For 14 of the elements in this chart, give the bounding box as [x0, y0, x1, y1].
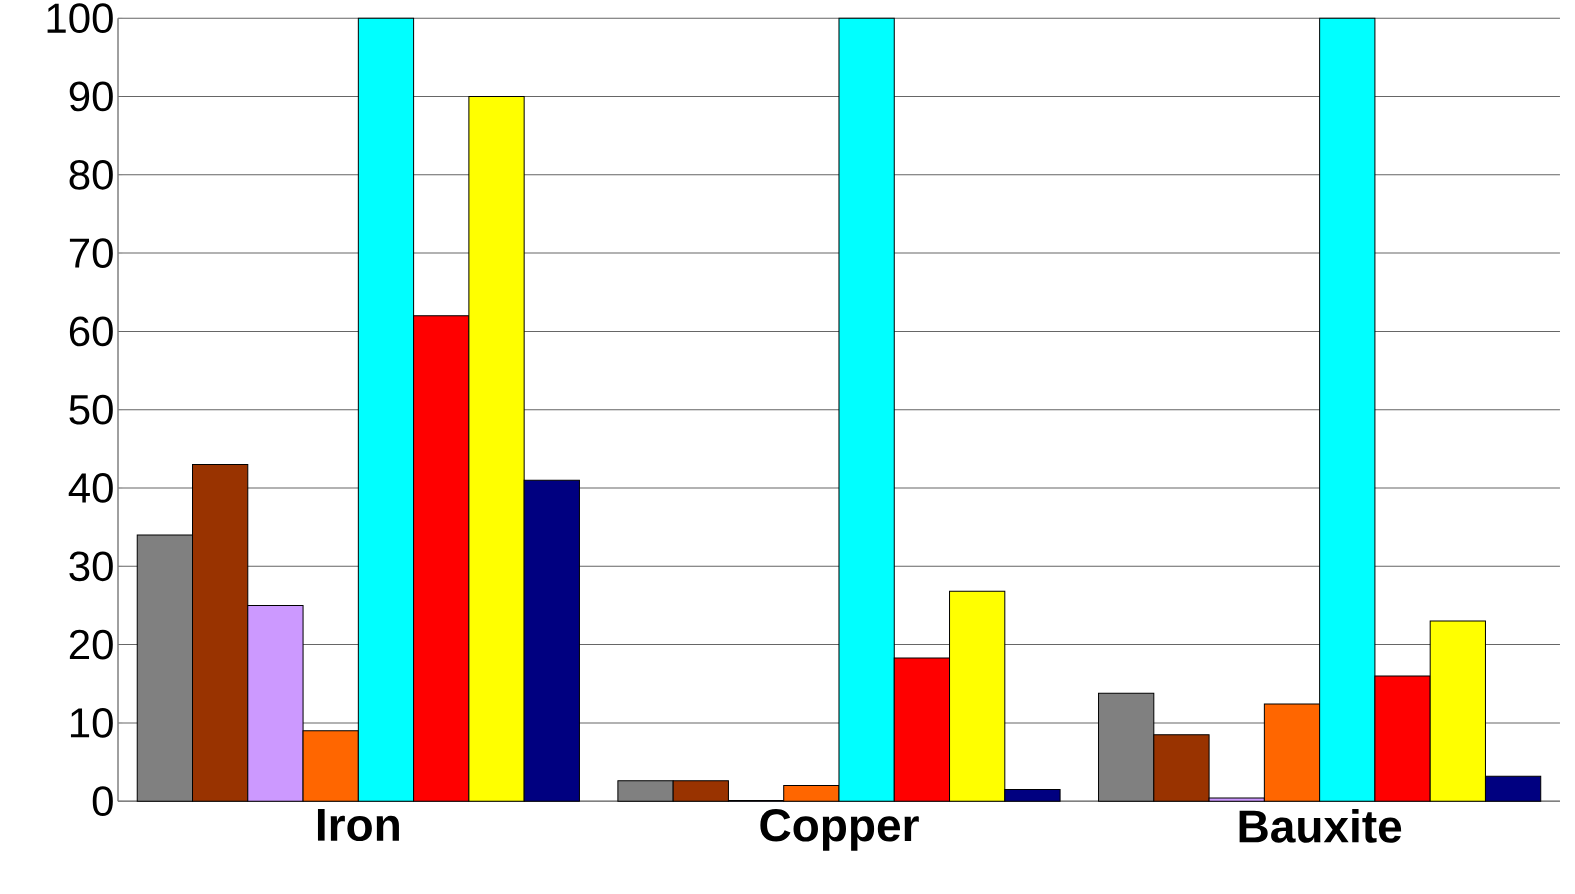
y-tick-label: 100 [47, 3, 113, 33]
y-tick-label: 50 [69, 394, 113, 425]
y-tick-label: 10 [70, 707, 113, 738]
x-tick-label: Iron [317, 808, 399, 841]
y-tick-label: 90 [69, 81, 113, 112]
y-tick-label: 60 [69, 316, 113, 347]
y-tick-label: 40 [68, 473, 113, 503]
x-tick-label: Copper [760, 808, 919, 851]
y-tick-label: 70 [69, 238, 113, 268]
y-tick-label: 20 [69, 629, 113, 660]
y-tick-label: 80 [69, 159, 113, 190]
y-tick-label: 0 [92, 786, 113, 816]
x-tick-label: Bauxite [1239, 808, 1402, 843]
y-tick-label: 30 [69, 551, 113, 582]
